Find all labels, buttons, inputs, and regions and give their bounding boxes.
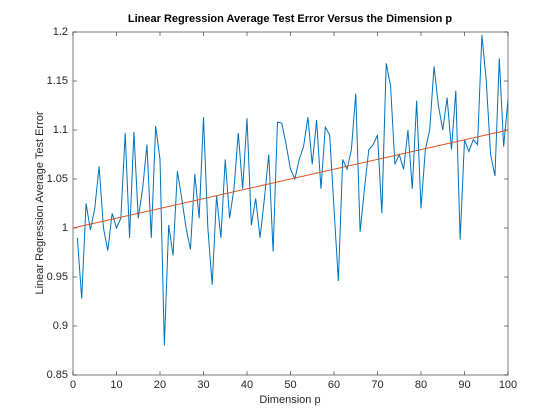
x-tick-label: 40 [241, 379, 253, 391]
y-tick-label: 0.95 [47, 271, 68, 283]
x-tick-label: 0 [70, 379, 76, 391]
y-tick-label: 1.05 [47, 173, 68, 185]
x-axis-label: Dimension p [259, 394, 320, 406]
y-tick-label: 1.1 [53, 124, 68, 136]
x-tick-label: 60 [328, 379, 340, 391]
y-tick-label: 0.85 [47, 369, 68, 381]
y-tick-label: 1.15 [47, 75, 68, 87]
x-tick-label: 100 [499, 379, 517, 391]
x-tick-label: 30 [197, 379, 209, 391]
x-tick-label: 10 [110, 379, 122, 391]
x-tick-label: 20 [154, 379, 166, 391]
data-line [72, 129, 509, 229]
chart-title: Linear Regression Average Test Error Ver… [128, 13, 452, 25]
y-tick-label: 1.2 [53, 26, 68, 38]
data-line [76, 34, 509, 346]
y-tick-label: 1 [62, 222, 68, 234]
x-tick-label: 80 [415, 379, 427, 391]
x-tick-label: 90 [458, 379, 470, 391]
x-tick-label: 50 [284, 379, 296, 391]
plot-area [72, 31, 509, 376]
y-axis-label: Linear Regression Average Test Error [34, 111, 46, 294]
x-tick-label: 70 [371, 379, 383, 391]
y-tick-label: 0.9 [53, 320, 68, 332]
